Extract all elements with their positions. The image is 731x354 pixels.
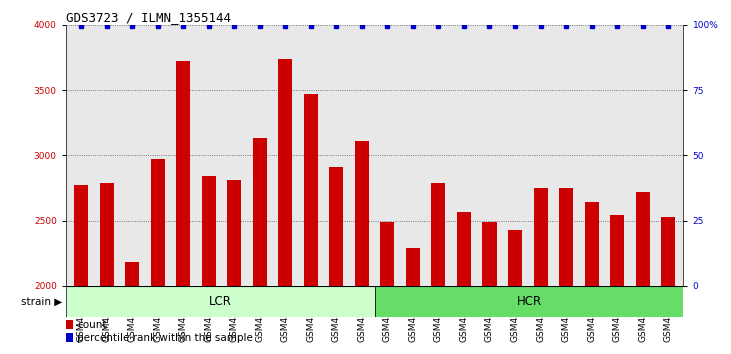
Bar	[99, 183, 113, 286]
Bar	[508, 230, 522, 286]
Bar	[380, 222, 395, 286]
Bar	[202, 176, 216, 286]
Bar	[227, 180, 241, 286]
Bar	[66, 320, 73, 329]
Text: count: count	[77, 320, 107, 330]
Bar	[610, 216, 624, 286]
Bar	[457, 211, 471, 286]
Bar	[482, 222, 496, 286]
Text: HCR: HCR	[517, 295, 542, 308]
Bar	[66, 333, 73, 342]
Text: LCR: LCR	[209, 295, 232, 308]
Bar	[279, 59, 292, 286]
Bar	[304, 94, 318, 286]
Bar	[661, 217, 675, 286]
Bar	[406, 248, 420, 286]
Bar	[431, 183, 445, 286]
Bar	[74, 185, 88, 286]
Bar	[636, 192, 650, 286]
Bar	[253, 138, 267, 286]
Bar	[559, 188, 573, 286]
Text: percentile rank within the sample: percentile rank within the sample	[77, 333, 253, 343]
Bar	[125, 262, 139, 286]
Bar	[585, 202, 599, 286]
Bar	[66, 286, 375, 317]
Text: strain ▶: strain ▶	[21, 297, 62, 307]
Text: GDS3723 / ILMN_1355144: GDS3723 / ILMN_1355144	[66, 11, 231, 24]
Bar	[375, 286, 683, 317]
Bar	[176, 61, 190, 286]
Bar	[151, 159, 164, 286]
Bar	[330, 167, 344, 286]
Bar	[355, 141, 369, 286]
Bar	[534, 188, 548, 286]
